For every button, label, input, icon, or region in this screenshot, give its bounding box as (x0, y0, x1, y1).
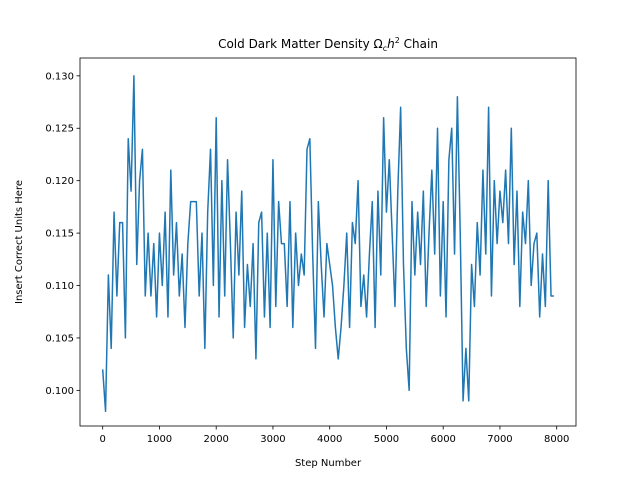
title-text: Chain (400, 37, 438, 51)
x-tick-label: 0 (100, 434, 106, 445)
y-tick-label: 0.105 (45, 333, 74, 344)
x-tick-label: 2000 (203, 434, 228, 445)
y-tick-label: 0.125 (45, 124, 74, 135)
plot-frame (79, 57, 577, 427)
y-tick-label: 0.100 (45, 386, 74, 397)
y-tick-label: 0.110 (45, 281, 74, 292)
y-tick-label: 0.115 (45, 229, 74, 240)
x-tick-label: 4000 (317, 434, 342, 445)
y-tick-label: 0.120 (45, 176, 74, 187)
x-tick-label: 6000 (430, 434, 455, 445)
y-axis-label: Insert Correct Units Here (14, 180, 25, 304)
x-axis-label: Step Number (295, 458, 362, 469)
title-italic: h (387, 37, 395, 51)
y-tick-label: 0.130 (45, 71, 74, 82)
title-superscript: 2 (395, 36, 400, 45)
x-tick-label: 7000 (487, 434, 512, 445)
x-tick-label: 3000 (260, 434, 285, 445)
x-tick-label: 1000 (147, 434, 172, 445)
x-tick-label: 5000 (374, 434, 399, 445)
chart-title: Cold Dark Matter Density Ωch2 Chain (218, 36, 438, 53)
data-line (101, 75, 554, 413)
title-text: Cold Dark Matter Density Ω (218, 37, 383, 51)
x-tick-label: 8000 (544, 434, 569, 445)
title-subscript: c (383, 44, 387, 53)
